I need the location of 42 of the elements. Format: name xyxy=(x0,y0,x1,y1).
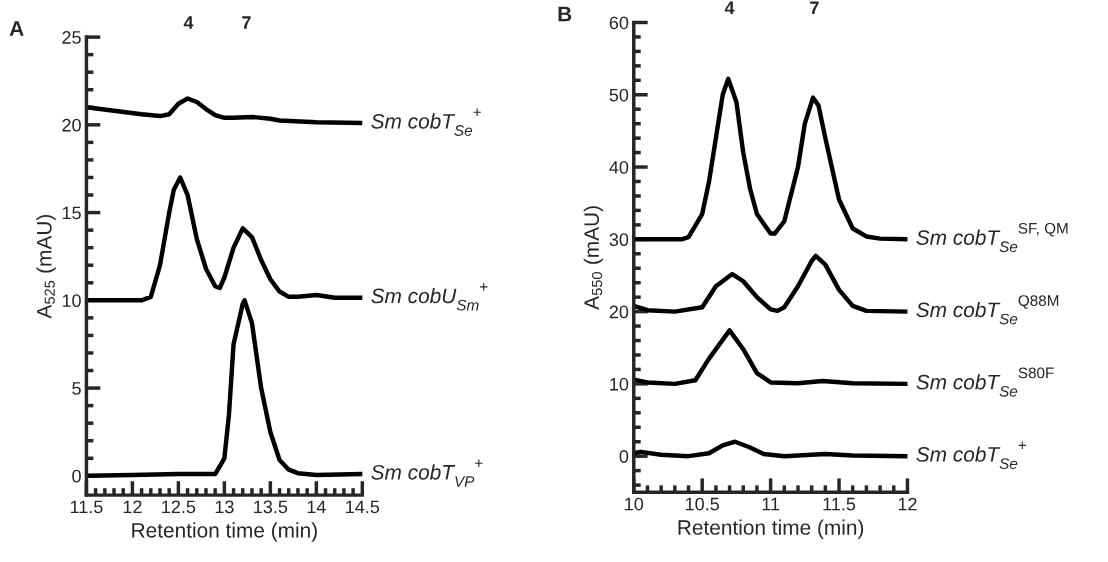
x-tick-label: 11.5 xyxy=(823,497,856,511)
y-tick-label: 10 xyxy=(610,377,629,391)
x-axis-title: Retention time (min) xyxy=(678,519,864,539)
text: 4 xyxy=(724,1,735,15)
text: 7 xyxy=(810,1,819,15)
line-series xyxy=(86,298,363,479)
text: 4 xyxy=(183,16,194,29)
y-tick-label: 0 xyxy=(619,450,629,463)
y-tick-label: 40 xyxy=(609,160,629,174)
y-tick-label: 20 xyxy=(609,305,629,319)
y-tick-label: 20 xyxy=(62,118,81,132)
x-tick-label: 10.5 xyxy=(686,497,720,511)
y-tick-label: 60 xyxy=(609,16,629,30)
y-tick-label: 25 xyxy=(62,31,81,44)
line-series xyxy=(633,328,908,387)
chart-title: A xyxy=(9,21,24,36)
y-tick-label: 50 xyxy=(609,88,629,102)
line-series xyxy=(633,76,908,242)
x-tick-label: 11 xyxy=(762,497,780,511)
y-tick-label: 15 xyxy=(62,206,81,220)
x-tick-label: 12 xyxy=(123,500,142,514)
line-series xyxy=(86,175,363,303)
x-tick-label: 14.5 xyxy=(346,500,380,514)
x-tick-label: 14 xyxy=(307,500,326,514)
y-axis-title: A$_{525}$ (mAU) xyxy=(36,214,56,319)
x-tick-label: 13.5 xyxy=(254,500,288,514)
x-tick-label: 12 xyxy=(898,497,917,511)
line-series xyxy=(633,439,908,459)
x-tick-label: 13 xyxy=(215,500,234,514)
chart-title: B xyxy=(558,6,572,22)
y-tick-label: 10 xyxy=(62,294,81,308)
text: 7 xyxy=(242,16,251,29)
y-tick-label: 0 xyxy=(72,469,81,483)
x-tick-label: 12.5 xyxy=(162,500,196,514)
line-series xyxy=(633,253,908,314)
y-tick-label: 5 xyxy=(72,382,81,395)
x-tick-label: 11.5 xyxy=(70,500,103,514)
x-axis-title: Retention time (min) xyxy=(132,522,317,542)
x-tick-label: 10 xyxy=(625,497,644,511)
line-series xyxy=(86,96,363,126)
y-axis-title: A$_{550}$ (mAU) xyxy=(583,206,604,310)
y-tick-label: 30 xyxy=(609,233,629,247)
